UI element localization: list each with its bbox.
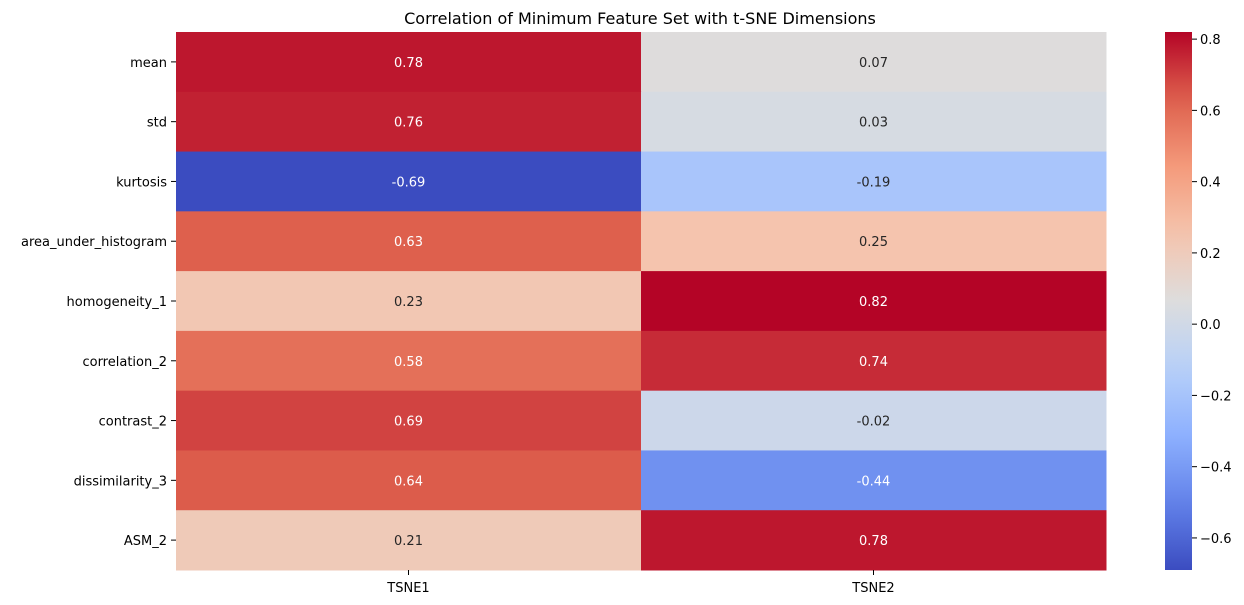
heatmap-cell <box>641 330 1107 392</box>
cell-value-label: 0.23 <box>394 295 423 310</box>
heatmap-cell <box>176 32 642 93</box>
column-tick-label: TSNE2 <box>851 581 894 596</box>
heatmap-cell <box>641 151 1107 212</box>
colorbar-tick-label: −0.2 <box>1200 389 1232 404</box>
cell-value-label: 0.74 <box>859 355 888 370</box>
cell-value-label: -0.69 <box>392 175 426 190</box>
colorbar-tick-label: 0.8 <box>1200 33 1221 48</box>
cell-value-label: 0.58 <box>394 355 423 370</box>
colorbar: 0.8 0.6 0.4 0.2 0.0 −0.2 −0.4 −0.6 <box>1165 32 1232 570</box>
chart-title: Correlation of Minimum Feature Set with … <box>404 9 876 28</box>
cell-value-label: -0.19 <box>857 175 891 190</box>
heatmap-cells: 0.78 0.07 0.76 0.03 -0.69 -0.19 0.63 0.25 0.23 0.… <box>176 32 1107 571</box>
cell-value-label: 0.25 <box>859 235 888 250</box>
row-tick-label: kurtosis <box>116 175 167 190</box>
heatmap-cell <box>641 32 1107 93</box>
heatmap-cell <box>176 510 642 571</box>
heatmap-cell <box>176 211 642 272</box>
heatmap-cell <box>176 450 642 511</box>
colorbar-tick-label: 0.2 <box>1200 247 1221 262</box>
column-tick-labels: TSNE1 TSNE2 <box>386 570 895 596</box>
row-tick-label: contrast_2 <box>99 415 167 430</box>
colorbar-gradient <box>1165 32 1192 570</box>
row-tick-label: area_under_histogram <box>21 235 167 250</box>
row-tick-label: homogeneity_1 <box>67 295 167 310</box>
column-tick-label: TSNE1 <box>386 581 429 596</box>
heatmap-cell <box>176 271 642 332</box>
cell-value-label: 0.07 <box>859 56 888 71</box>
row-tick-labels: mean std kurtosis area_under_histogramhomog… <box>21 56 176 549</box>
heatmap-cell <box>641 91 1107 153</box>
heatmap-cell <box>176 91 642 153</box>
cell-value-label: 0.03 <box>859 116 888 131</box>
colorbar-tick-label: −0.6 <box>1200 532 1232 547</box>
heatmap-cell <box>641 450 1107 511</box>
cell-value-label: 0.21 <box>394 534 423 549</box>
colorbar-tick-label: −0.4 <box>1200 461 1232 476</box>
row-tick-label: std <box>147 116 167 131</box>
heatmap-cell <box>641 390 1107 451</box>
cell-value-label: 0.64 <box>394 474 423 489</box>
colorbar-tick-label: 0.4 <box>1200 176 1221 191</box>
row-tick-label: correlation_2 <box>82 355 167 370</box>
heatmap-cell <box>176 151 642 212</box>
cell-value-label: -0.44 <box>857 474 891 489</box>
heatmap-cell <box>641 271 1107 332</box>
row-tick-label: mean <box>130 56 167 71</box>
colorbar-tick-label: 0.6 <box>1200 104 1221 119</box>
heatmap-cell <box>641 211 1107 272</box>
cell-value-label: 0.69 <box>394 415 423 430</box>
cell-value-label: 0.82 <box>859 295 888 310</box>
row-tick-label: dissimilarity_3 <box>74 474 167 489</box>
cell-value-label: -0.02 <box>857 415 891 430</box>
heatmap-cell <box>176 330 642 392</box>
heatmap-cell <box>641 510 1107 571</box>
colorbar-tick-label: 0.0 <box>1200 318 1221 333</box>
cell-value-label: 0.78 <box>394 56 423 71</box>
cell-value-label: 0.78 <box>859 534 888 549</box>
cell-value-label: 0.63 <box>394 235 423 250</box>
heatmap-cell <box>176 390 642 451</box>
cell-value-label: 0.76 <box>394 116 423 131</box>
row-tick-label: ASM_2 <box>124 534 167 549</box>
